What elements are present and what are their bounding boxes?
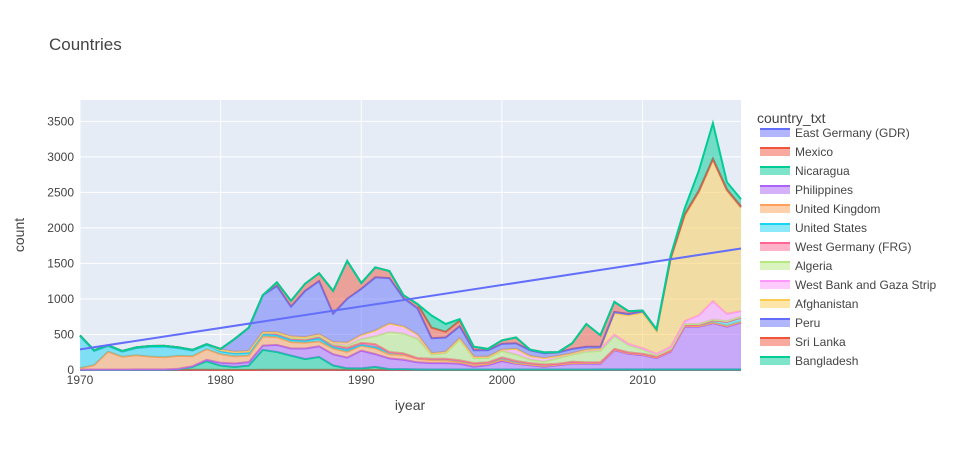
legend-label: East Germany (GDR) xyxy=(795,126,910,140)
legend-label: Bangladesh xyxy=(795,354,858,368)
legend-swatch-fill xyxy=(760,300,790,308)
legend-swatch-fill xyxy=(760,167,790,175)
y-tick-label: 2500 xyxy=(47,185,74,199)
legend-swatch-fill xyxy=(760,319,790,327)
legend-swatch-fill xyxy=(760,205,790,213)
legend-swatch-fill xyxy=(760,338,790,346)
legend-swatch-fill xyxy=(760,224,790,232)
legend-label: Sri Lanka xyxy=(795,335,846,349)
chart-title: Countries xyxy=(49,35,122,54)
legend-swatch-fill xyxy=(760,148,790,156)
legend-label: West Germany (FRG) xyxy=(795,240,911,254)
x-tick-label: 1990 xyxy=(348,373,375,387)
y-tick-label: 1500 xyxy=(47,256,74,270)
legend-swatch-fill xyxy=(760,186,790,194)
legend-swatch-fill xyxy=(760,262,790,270)
x-tick-label: 2000 xyxy=(489,373,516,387)
legend-label: Afghanistan xyxy=(795,297,858,311)
legend-title: country_txt xyxy=(757,110,826,126)
legend-label: West Bank and Gaza Strip xyxy=(795,278,937,292)
legend-label: Mexico xyxy=(795,145,833,159)
legend-label: United Kingdom xyxy=(795,202,880,216)
legend-swatch-fill xyxy=(760,357,790,365)
legend-label: Peru xyxy=(795,316,820,330)
y-tick-label: 500 xyxy=(54,327,74,341)
legend-label: United States xyxy=(795,221,867,235)
legend-swatch-fill xyxy=(760,129,790,137)
legend-label: Algeria xyxy=(795,259,833,273)
y-axis-label: count xyxy=(11,218,27,252)
y-tick-label: 3000 xyxy=(47,150,74,164)
legend-label: Philippines xyxy=(795,183,853,197)
y-tick-label: 0 xyxy=(67,363,74,377)
y-tick-label: 3500 xyxy=(47,114,74,128)
legend-label: Nicaragua xyxy=(795,164,850,178)
legend-swatch-fill xyxy=(760,243,790,251)
x-axis-label: iyear xyxy=(395,397,426,413)
y-tick-label: 2000 xyxy=(47,221,74,235)
x-tick-label: 1980 xyxy=(207,373,234,387)
y-tick-label: 1000 xyxy=(47,292,74,306)
x-tick-label: 2010 xyxy=(629,373,656,387)
legend-swatch-fill xyxy=(760,281,790,289)
